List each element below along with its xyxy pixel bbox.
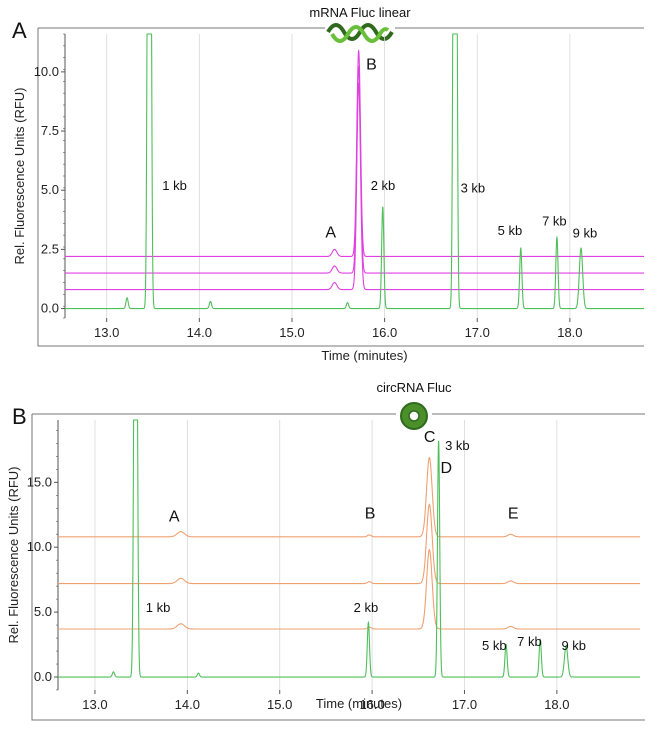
x-tick-label: 16.0 (359, 697, 384, 712)
x-tick-label: 15.0 (279, 325, 304, 340)
peak-size-label: 5 kb (498, 223, 523, 238)
sample-trace (58, 548, 640, 630)
x-tick-label: 15.0 (267, 697, 292, 712)
y-tick-label: 2.5 (41, 241, 59, 256)
y-axis-title: Rel. Fluorescence Units (RFU) (6, 467, 21, 644)
panel-b-label: B (12, 404, 27, 429)
plot-a: 0.0 2.5 5.0 7.5 10.0 13.0 14.0 15.0 16.0 17.0 18.0… (12, 33, 644, 363)
peak-letter-label: E (508, 506, 519, 523)
y-tick-label: 7.5 (41, 123, 59, 138)
sample-trace (65, 65, 644, 274)
y-tick-label: 10.0 (27, 539, 52, 554)
sample-trace (58, 456, 640, 538)
sample-trace (58, 503, 640, 585)
x-tick-label: 14.0 (175, 697, 200, 712)
x-tick-label: 18.0 (557, 325, 582, 340)
y-axis-title: Rel. Fluorescence Units (RFU) (12, 88, 27, 265)
mrna-wave-icon (326, 23, 394, 43)
ladder-trace (58, 419, 640, 678)
panel-b-header: circRNA Fluc (376, 380, 452, 395)
y-tick-label: 5.0 (41, 182, 59, 197)
peak-letter-label: B (365, 506, 376, 523)
x-tick-label: 13.0 (94, 325, 119, 340)
x-tick-label: 17.0 (465, 325, 490, 340)
circrna-ring-icon (400, 402, 428, 430)
panel-b-frame (31, 414, 645, 721)
peak-size-label: 3 kb (445, 438, 470, 453)
panel-b: B circRNA Fluc 0.0 5.0 10.0 15.0 13.0 14.0 15.… (6, 380, 645, 721)
x-tick-label: 16.0 (372, 325, 397, 340)
x-axis-title: Time (minutes) (321, 348, 407, 363)
x-tick-label: 13.0 (82, 697, 107, 712)
peak-size-label: 2 kb (371, 178, 396, 193)
peak-size-label: 3 kb (461, 181, 486, 196)
sample-trace (65, 82, 644, 291)
peak-letter-label: B (366, 57, 377, 74)
x-axis-title: Time (minutes) (316, 696, 402, 711)
y-tick-label: 0.0 (41, 301, 59, 316)
sample-trace (65, 49, 644, 258)
panel-a-header: mRNA Fluc linear (309, 5, 411, 20)
x-tick-label: 17.0 (452, 697, 477, 712)
panel-a-label: A (12, 18, 27, 43)
peak-letter-label: D (440, 460, 452, 477)
peak-size-label: 1 kb (162, 178, 187, 193)
peak-size-label: 7 kb (517, 634, 542, 649)
peak-size-label: 5 kb (482, 638, 507, 653)
x-tick-label: 18.0 (544, 697, 569, 712)
peak-size-label: 9 kb (573, 226, 598, 241)
peak-size-label: 1 kb (146, 600, 171, 615)
panel-a: A mRNA Fluc linear 0.0 2.5 5.0 7.5 10.0 13.0 1… (12, 5, 644, 363)
x-tick-label: 14.0 (187, 325, 212, 340)
peak-size-label: 7 kb (542, 214, 567, 229)
peak-letter-label: A (325, 225, 336, 242)
plot-b: 0.0 5.0 10.0 15.0 13.0 14.0 15.0 16.0 17.0 18.0 Ti… (6, 419, 640, 712)
panel-a-frame (37, 28, 644, 347)
y-tick-label: 10.0 (34, 64, 59, 79)
peak-letter-label: C (424, 429, 436, 446)
ladder-trace (65, 33, 644, 310)
y-tick-label: 15.0 (27, 474, 52, 489)
y-tick-label: 0.0 (34, 669, 52, 684)
peak-size-label: 9 kb (561, 638, 586, 653)
y-tick-label: 5.0 (34, 604, 52, 619)
peak-size-label: 2 kb (354, 600, 379, 615)
peak-letter-label: A (169, 508, 180, 525)
